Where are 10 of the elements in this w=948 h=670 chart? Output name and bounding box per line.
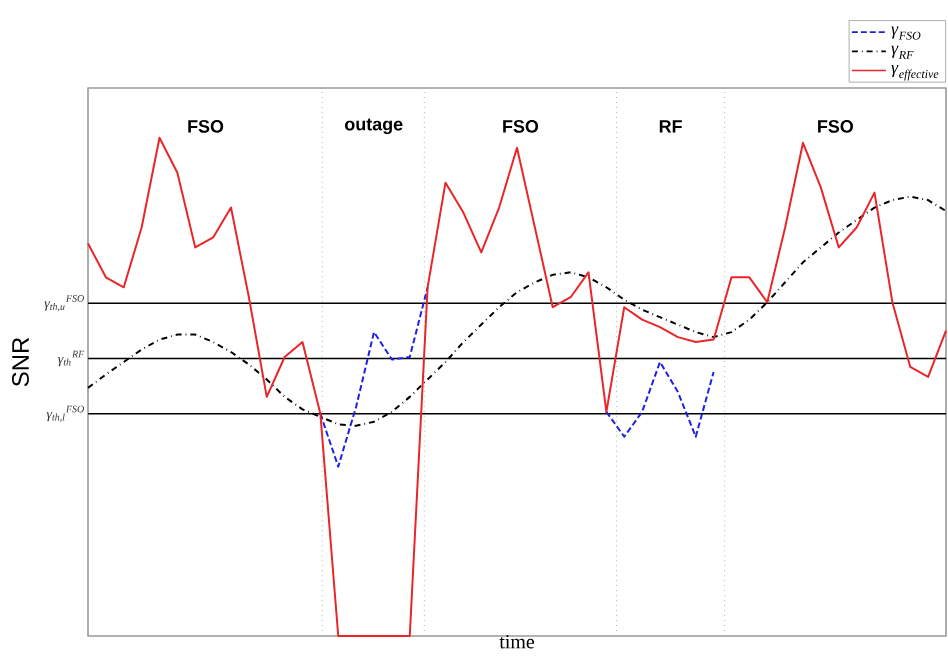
legend-label: $\gamma_{effective}$: [891, 64, 939, 81]
text: RF: [659, 120, 682, 133]
text: FSO: [503, 120, 539, 133]
text: FSO: [188, 120, 224, 133]
x-axis-title: time: [499, 635, 535, 649]
y-axis-title: SNR: [12, 337, 29, 387]
legend-label: $\gamma_{FSO}$: [891, 26, 921, 40]
legend-label: $\gamma_{RF}$: [891, 45, 914, 59]
text: FSO: [818, 120, 853, 133]
text: outage: [345, 118, 403, 135]
